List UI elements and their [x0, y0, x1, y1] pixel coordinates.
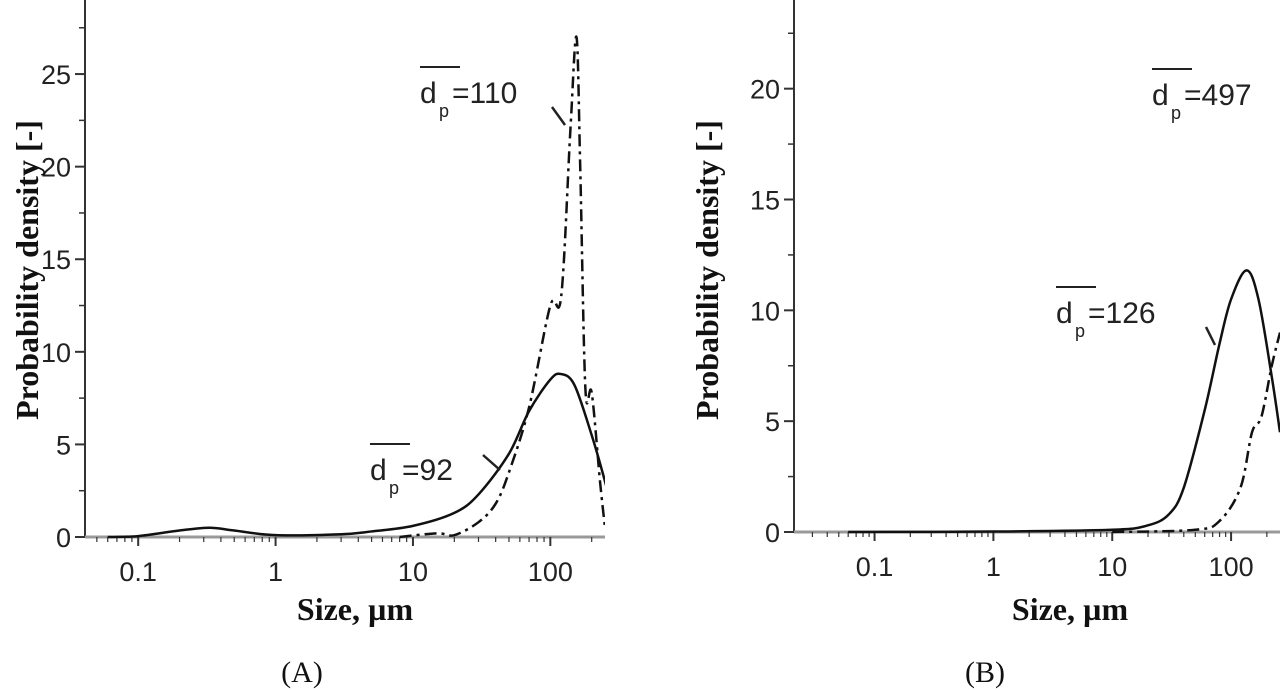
- annotation-arrow: [482, 454, 501, 471]
- annotation-arrow: [550, 106, 567, 126]
- y-tick-label: 15: [41, 245, 71, 275]
- annotation-value: =92: [402, 454, 453, 487]
- x-tick-label: 0.1: [119, 557, 157, 587]
- x-axis-label: Size, µm: [297, 591, 414, 627]
- annotation-subscript: p: [1171, 103, 1181, 123]
- annotation-symbol: d: [370, 454, 387, 487]
- y-tick-label: 20: [750, 75, 780, 105]
- y-axis-label: Probability density [-]: [689, 120, 725, 420]
- x-tick-label: 0.1: [856, 552, 894, 582]
- x-tick-label: 10: [1097, 552, 1127, 582]
- panel-a: 0 5 10 15 20 25 0.1 1 10 100 Size, µm Probability d…: [9, 0, 605, 689]
- annotation-symbol: d: [1056, 297, 1073, 330]
- annotation-subscript: p: [439, 101, 449, 121]
- annotation-dash-dot: dp=497: [1152, 68, 1252, 123]
- annotation-solid: dp=92: [370, 443, 501, 498]
- series-dash-dot-line: [399, 35, 605, 539]
- annotation-symbol: d: [420, 77, 437, 110]
- y-tick-label: 0: [56, 523, 71, 553]
- series-solid-line: [848, 269, 1280, 534]
- y-tick-label: 25: [41, 60, 71, 90]
- y-tick-label: 10: [41, 338, 71, 368]
- annotation-arrow: [1204, 326, 1217, 346]
- annotation-value: =497: [1184, 79, 1252, 112]
- x-tick-label: 10: [398, 557, 428, 587]
- panel-b: 0 5 10 15 20 0.1 1 10 100 Size, µm Probability den…: [689, 0, 1280, 689]
- x-tick-label: 1: [986, 552, 1001, 582]
- y-tick-label: 10: [750, 296, 780, 326]
- series-solid-line: [107, 372, 605, 539]
- x-tick-label: 100: [528, 557, 573, 587]
- y-axis-label: Probability density [-]: [9, 120, 45, 420]
- annotation-subscript: p: [1075, 321, 1085, 341]
- x-axis-label: Size, µm: [1012, 591, 1129, 627]
- annotation-value: =110: [452, 77, 517, 110]
- annotation-symbol: d: [1152, 79, 1169, 112]
- y-tick-label: 5: [765, 407, 780, 437]
- annotation-subscript: p: [389, 478, 399, 498]
- annotation-value: =126: [1088, 297, 1156, 330]
- y-tick-label: 20: [41, 153, 71, 183]
- panel-caption: (B): [965, 656, 1005, 689]
- x-tick-label: 1: [268, 557, 283, 587]
- annotation-dash-dot: dp=110: [420, 66, 567, 126]
- y-tick-label: 5: [56, 430, 71, 460]
- x-tick-label: 100: [1209, 552, 1254, 582]
- y-tick-label: 15: [750, 186, 780, 216]
- panel-caption: (A): [281, 656, 323, 689]
- y-tick-label: 0: [765, 518, 780, 548]
- annotation-solid: dp=126: [1056, 286, 1217, 346]
- series-dash-dot-line: [1112, 332, 1280, 534]
